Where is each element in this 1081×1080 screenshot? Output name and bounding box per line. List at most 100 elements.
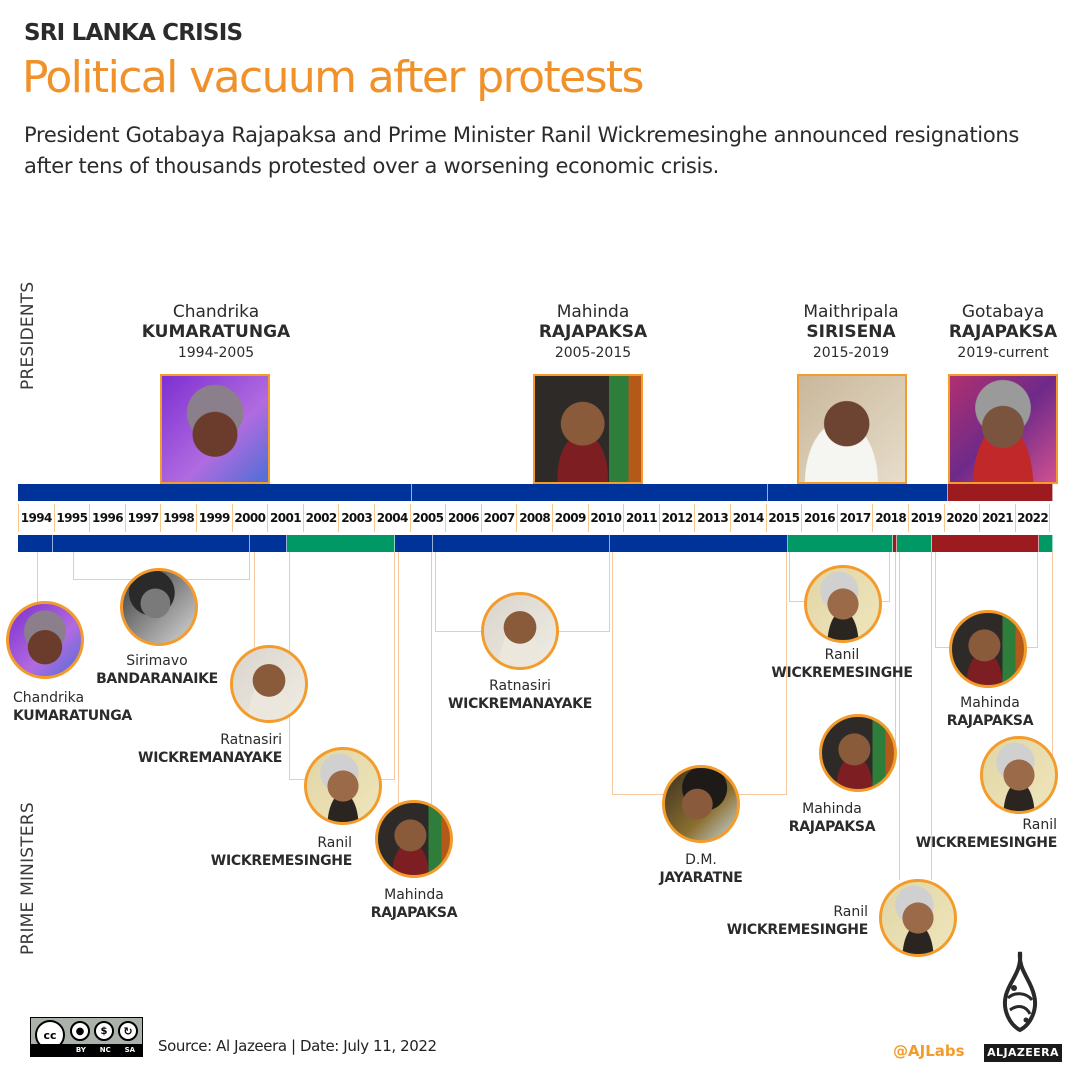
pm-first-name: Ranil bbox=[824, 647, 860, 663]
noncommercial-dollar-icon: $ bbox=[94, 1021, 114, 1041]
pm-last-name: WICKREMESINGHE bbox=[726, 922, 869, 938]
pm-first-name: D.M. bbox=[685, 852, 717, 868]
pm-photo-wickremesinghe bbox=[980, 736, 1058, 814]
connector-line bbox=[899, 552, 900, 880]
year-tick: 2006 bbox=[445, 504, 481, 532]
pm-photo-wickremanayake bbox=[230, 645, 308, 723]
president-first-name: Maithripala bbox=[803, 302, 899, 322]
president-first-name: Chandrika bbox=[172, 302, 260, 322]
year-tick: 2007 bbox=[480, 504, 517, 532]
kicker: SRI LANKA CRISIS bbox=[24, 20, 243, 46]
president-first-name: Mahinda bbox=[556, 302, 630, 322]
year-tick: 2014 bbox=[730, 504, 766, 532]
pm-first-name: Ranil bbox=[1022, 817, 1057, 833]
president-term: 1994-2005 bbox=[177, 345, 255, 361]
president-term-bar-kumaratunga bbox=[18, 484, 412, 501]
pm-photo-bandaranaike bbox=[120, 568, 198, 646]
president-term-bar-mahinda-rajapaksa bbox=[412, 484, 768, 501]
pm-first-name: Chandrika bbox=[13, 690, 85, 706]
pm-photo-wickremanayake bbox=[481, 592, 559, 670]
pm-first-name: Ratnasiri bbox=[489, 678, 551, 694]
president-heading: Chandrika KUMARATUNGA 1994-2005 bbox=[116, 303, 316, 364]
year-tick: 2020 bbox=[943, 504, 980, 532]
year-tick: 1999 bbox=[196, 504, 232, 532]
connector-line bbox=[431, 552, 432, 804]
year-tick: 2008 bbox=[516, 504, 552, 532]
pm-photo-mahinda-rajapaksa bbox=[949, 610, 1027, 688]
pm-term-bar bbox=[395, 535, 433, 552]
creative-commons-license-badge[interactable]: cc ● $ ↻ BY NC SA bbox=[30, 1017, 143, 1057]
pm-photo-mahinda-rajapaksa bbox=[819, 714, 897, 792]
pm-last-name: WICKREMESINGHE bbox=[771, 665, 913, 681]
pm-last-name: WICKREMANAYAKE bbox=[448, 696, 592, 712]
pm-label: Ranil WICKREMESINGHE bbox=[180, 834, 353, 870]
president-term: 2019-current bbox=[957, 345, 1049, 361]
license-nc: NC bbox=[99, 1046, 111, 1054]
page-title: Political vacuum after protests bbox=[22, 52, 644, 103]
pm-term-bar bbox=[53, 535, 250, 552]
connector-line bbox=[1052, 552, 1053, 767]
pm-first-name: Mahinda bbox=[802, 801, 862, 817]
pm-label: Mahinda RAJAPAKSA bbox=[767, 800, 897, 836]
year-tick: 1995 bbox=[53, 504, 90, 532]
president-term-bar-sirisena bbox=[768, 484, 948, 501]
year-tick: 2018 bbox=[872, 504, 908, 532]
aljazeera-logo-icon bbox=[1003, 951, 1037, 1033]
connector-line bbox=[254, 552, 255, 647]
president-term: 2015-2019 bbox=[812, 345, 890, 361]
pm-first-name: Mahinda bbox=[384, 887, 444, 903]
license-sa: SA bbox=[124, 1046, 136, 1054]
subtitle: President Gotabaya Rajapaksa and Prime M… bbox=[24, 123, 1020, 178]
pm-photo-wickremesinghe bbox=[879, 879, 957, 957]
pm-last-name: BANDARANAIKE bbox=[96, 671, 218, 687]
year-tick: 2016 bbox=[801, 504, 837, 532]
pm-term-bar bbox=[788, 535, 893, 552]
pm-label: Ratnasiri WICKREMANAYAKE bbox=[110, 731, 282, 767]
year-tick: 2002 bbox=[302, 504, 339, 532]
pm-label: D.M. JAYARATNE bbox=[636, 851, 766, 887]
president-heading: Gotabaya RAJAPAKSA 2019-current bbox=[903, 303, 1081, 364]
pm-last-name: WICKREMESINGHE bbox=[210, 853, 353, 869]
year-tick: 2003 bbox=[338, 504, 374, 532]
source-and-date: Source: Al Jazeera | Date: July 11, 2022 bbox=[158, 1037, 437, 1055]
pm-first-name: Ratnasiri bbox=[220, 732, 282, 748]
pm-last-name: KUMARATUNGA bbox=[13, 708, 132, 724]
year-tick: 2021 bbox=[979, 504, 1015, 532]
president-first-name: Gotabaya bbox=[961, 302, 1045, 322]
pm-first-name: Mahinda bbox=[960, 695, 1020, 711]
pm-photo-mahinda-rajapaksa bbox=[375, 800, 453, 878]
year-tick: 2022 bbox=[1014, 504, 1051, 532]
president-last-name: SIRISENA bbox=[806, 322, 896, 342]
pm-photo-wickremesinghe bbox=[804, 565, 882, 643]
presidents-section-label: PRESIDENTS bbox=[18, 281, 38, 390]
pm-term-bar bbox=[433, 535, 610, 552]
year-tick: 1996 bbox=[89, 504, 125, 532]
president-photo-mahinda-rajapaksa bbox=[533, 374, 643, 484]
year-tick: 2019 bbox=[908, 504, 944, 532]
connector-line bbox=[37, 552, 38, 604]
connector-line bbox=[895, 552, 896, 752]
year-tick: 2000 bbox=[231, 504, 268, 532]
cc-text: cc bbox=[43, 1028, 57, 1042]
year-tick: 2001 bbox=[267, 504, 303, 532]
pm-term-bar bbox=[932, 535, 1039, 552]
pm-label: Ranil WICKREMESINGHE bbox=[696, 903, 869, 939]
pm-term-bar bbox=[893, 535, 897, 552]
pm-label: Ratnasiri WICKREMANAYAKE bbox=[431, 677, 609, 713]
pm-last-name: JAYARATNE bbox=[659, 870, 743, 886]
pm-last-name: RAJAPAKSA bbox=[370, 905, 458, 921]
year-tick: 2015 bbox=[765, 504, 802, 532]
ajlabs-handle[interactable]: @AJLabs bbox=[893, 1042, 965, 1060]
pm-label: Ranil WICKREMESINGHE bbox=[757, 646, 927, 682]
year-tick: 2017 bbox=[836, 504, 873, 532]
president-photo-gotabaya-rajapaksa bbox=[948, 374, 1058, 484]
president-last-name: RAJAPAKSA bbox=[948, 322, 1058, 342]
prime-ministers-section-label: PRIME MINISTERS bbox=[18, 802, 38, 955]
president-heading: Maithripala SIRISENA 2015-2019 bbox=[751, 303, 951, 364]
pm-photo-wickremesinghe bbox=[304, 747, 382, 825]
pm-term-bar bbox=[1039, 535, 1053, 552]
license-by: BY bbox=[75, 1046, 86, 1054]
aljazeera-wordmark: ALJAZEERA bbox=[984, 1044, 1062, 1062]
pm-last-name: RAJAPAKSA bbox=[788, 819, 876, 835]
pm-term-bar bbox=[287, 535, 395, 552]
